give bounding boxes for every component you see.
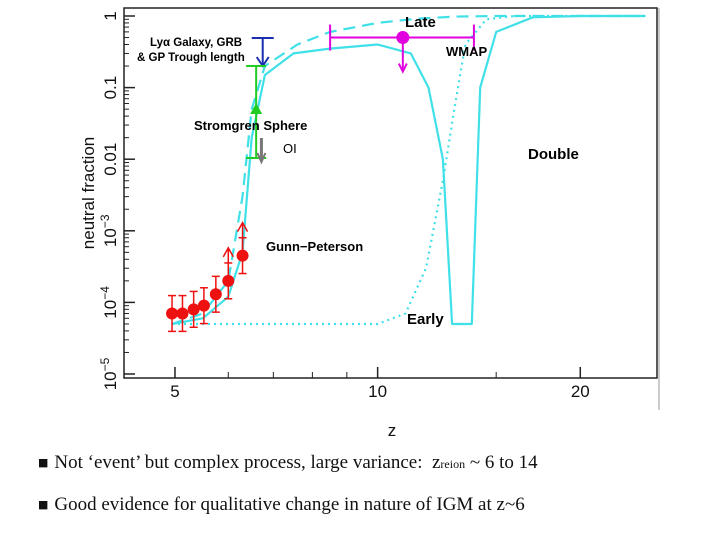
gp-limit-arrow-icon-5: [222, 246, 234, 258]
bullet-variance-tail: ~ 6 to 14: [465, 452, 538, 473]
y-tick-exponent-4: −4: [98, 286, 112, 300]
wmap-point: [396, 31, 410, 45]
y-tick-label-5: 10−5: [98, 357, 120, 390]
y-tick-label-1: 0.1: [101, 76, 120, 100]
double-label: Double: [528, 146, 579, 163]
plot-frame: [123, 7, 660, 410]
stromgren-label: Stromgren Sphere: [194, 118, 307, 133]
y-tick-label-4: 10−4: [98, 286, 120, 319]
gp-point-0: [166, 307, 179, 320]
y-axis-title: neutral fraction: [79, 137, 98, 249]
bullet-variance-var: z: [431, 452, 441, 473]
x-axis: 5 10 20: [170, 367, 590, 401]
wmap-label: WMAP: [446, 44, 487, 59]
y-tick-exponent-5: −5: [98, 357, 112, 371]
gp-point-5: [222, 274, 235, 287]
bullet-variance: ■ Not ‘event’ but complex process, large …: [38, 452, 538, 474]
y-tick-exponent-3: −3: [98, 214, 112, 228]
bullet-square-icon: ■: [38, 456, 49, 469]
gp-limit-arrow-icon-6: [236, 221, 249, 232]
gp-point-2: [187, 303, 200, 316]
y-tick-label-0: 1: [101, 11, 120, 20]
late-label: Late: [405, 14, 436, 31]
y-tick-label-2: 0.01: [101, 143, 120, 176]
x-tick-label-2: 20: [571, 382, 590, 401]
lya-label-line1: Lyα Galaxy, GRB: [150, 37, 242, 49]
y-tick-label-3: 10−3: [98, 214, 120, 247]
bullet-igm: ■ Good evidence for qualitative change in…: [38, 494, 525, 516]
plot-area: [123, 7, 658, 379]
bullet-variance-text: Not ‘event’ but complex process, large v…: [54, 452, 423, 473]
early-label: Early: [407, 311, 444, 328]
x-axis-title: z: [388, 421, 397, 440]
annotation-labels: Late WMAP Double Early Lyα Galaxy, GRB &…: [137, 14, 579, 328]
bullet-igm-text: Good evidence for qualitative change in …: [54, 494, 525, 515]
wmap-arrow-icon: [397, 63, 408, 74]
gunn-peterson-label: Gunn−Peterson: [266, 239, 363, 254]
curve-early: [172, 14, 646, 326]
oi-arrow-icon: [256, 152, 267, 165]
gp-point-3: [197, 299, 210, 312]
lya-label-line2: & GP Trough length: [137, 52, 245, 64]
gp-point-4: [209, 288, 222, 301]
constraint-markers: [246, 24, 475, 165]
curve-late: [171, 14, 646, 326]
x-tick-label-0: 5: [170, 382, 179, 401]
gp-point-6: [236, 249, 249, 262]
oi-label: OI: [283, 141, 297, 156]
reionization-chart: 1 0.1 0.01 10−3 10−4 10−5 5 10 20 neutral fract…: [79, 7, 660, 440]
stromgren-triangle-icon: [250, 103, 263, 114]
gunn-peterson-data: [166, 221, 249, 333]
bullet-square-icon: ■: [38, 498, 49, 511]
gp-point-1: [176, 307, 189, 320]
bullet-variance-sub: reion: [440, 457, 466, 471]
x-tick-label-1: 10: [368, 382, 387, 401]
